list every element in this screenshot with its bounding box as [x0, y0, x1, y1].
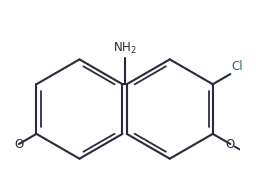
Text: O: O: [14, 138, 24, 151]
Text: Cl: Cl: [231, 60, 243, 73]
Text: O: O: [226, 138, 235, 151]
Text: NH$_2$: NH$_2$: [113, 41, 136, 57]
